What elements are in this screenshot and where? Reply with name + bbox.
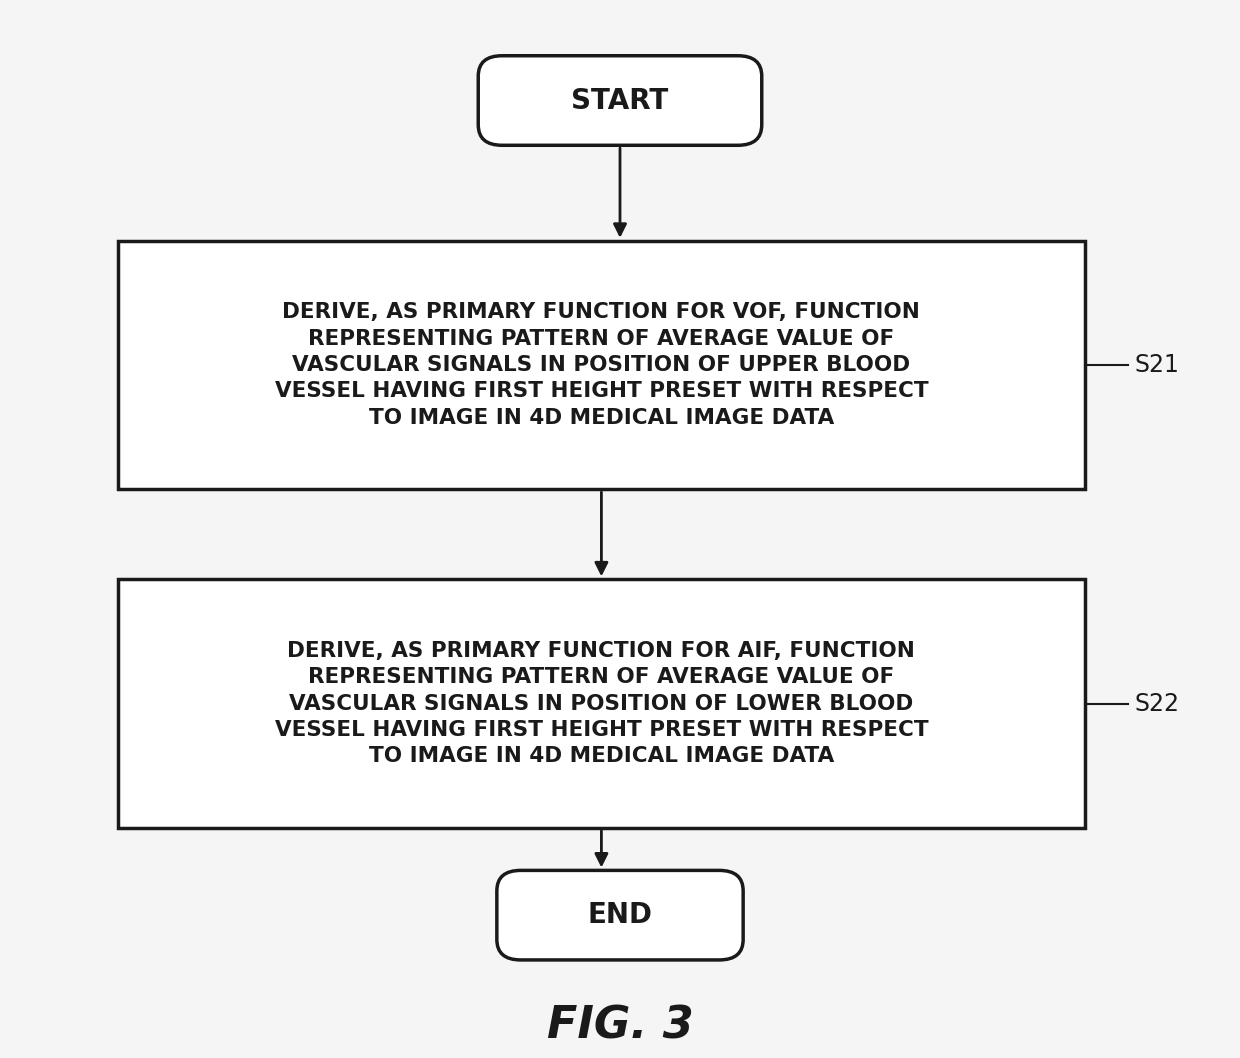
FancyBboxPatch shape [479,56,761,145]
Text: END: END [588,901,652,929]
Text: DERIVE, AS PRIMARY FUNCTION FOR VOF, FUNCTION
REPRESENTING PATTERN OF AVERAGE VA: DERIVE, AS PRIMARY FUNCTION FOR VOF, FUN… [274,303,929,427]
Text: DERIVE, AS PRIMARY FUNCTION FOR AIF, FUNCTION
REPRESENTING PATTERN OF AVERAGE VA: DERIVE, AS PRIMARY FUNCTION FOR AIF, FUN… [274,641,929,766]
FancyBboxPatch shape [497,871,743,960]
Text: S21: S21 [1135,353,1179,377]
Text: FIG. 3: FIG. 3 [547,1005,693,1047]
FancyBboxPatch shape [118,240,1085,489]
FancyBboxPatch shape [118,579,1085,827]
Text: START: START [572,87,668,114]
Text: S22: S22 [1135,692,1179,715]
